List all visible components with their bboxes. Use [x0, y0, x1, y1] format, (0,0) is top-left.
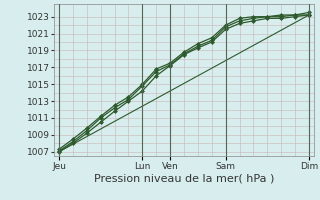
- X-axis label: Pression niveau de la mer( hPa ): Pression niveau de la mer( hPa ): [94, 173, 274, 183]
